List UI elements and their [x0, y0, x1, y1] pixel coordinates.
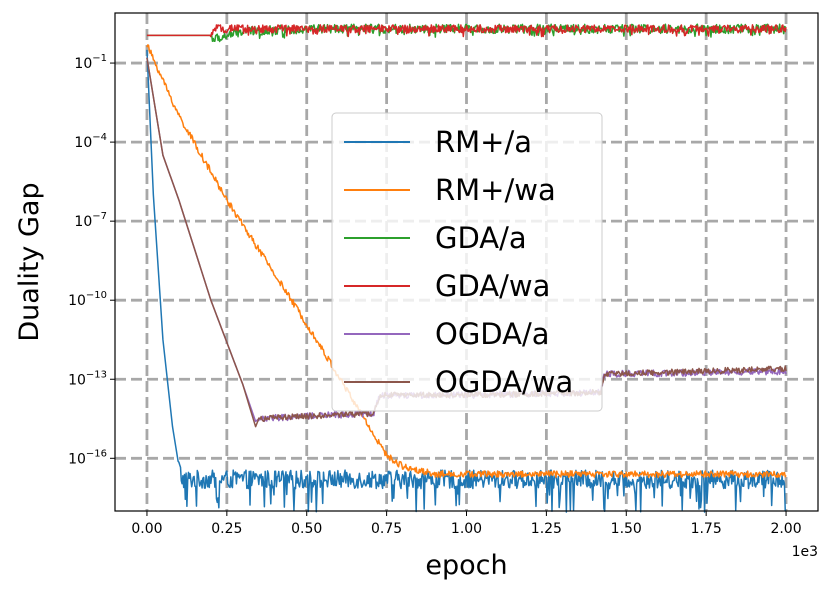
y-tick-label: 10−10: [68, 290, 107, 309]
legend-label: GDA/a: [435, 221, 527, 255]
x-tick-label: 1.00: [451, 521, 482, 537]
y-axis-ticks: 10−1 10−4 10−7 10−10 10−13 10−16: [68, 53, 115, 467]
x-tick-label: 1.25: [531, 521, 562, 537]
x-tick-label: 2.00: [770, 521, 801, 537]
x-tick-label: 0.50: [291, 521, 322, 537]
y-tick-label: 10−7: [74, 211, 107, 230]
y-tick-label: 10−13: [68, 369, 107, 388]
y-tick-label: 10−4: [74, 132, 107, 151]
x-tick-label: 0.75: [371, 521, 402, 537]
x-tick-label: 1.75: [691, 521, 722, 537]
legend-label: OGDA/a: [435, 317, 550, 351]
y-tick-label: 10−1: [74, 53, 107, 72]
legend-label: GDA/wa: [435, 269, 550, 303]
x-tick-label: 1.50: [611, 521, 642, 537]
legend-box: [331, 112, 603, 412]
x-tick-label: 0.00: [131, 521, 162, 537]
y-tick-label: 10−16: [68, 448, 107, 467]
legend-label: RM+/wa: [435, 173, 556, 207]
series-line-GDA/wa: [146, 24, 787, 38]
legend: RM+/a RM+/wa GDA/a GDA/wa OGDA/a OGDA/wa: [331, 112, 603, 412]
x-axis-label: epoch: [425, 550, 507, 581]
x-axis-ticks: 0.00 0.25 0.50 0.75 1.00 1.25 1.50 1.75 2.00: [131, 511, 802, 537]
series-line-RM+/wa: [146, 44, 787, 479]
x-axis-offset-label: 1e3: [792, 544, 818, 560]
x-tick-label: 0.25: [211, 521, 242, 537]
legend-label: OGDA/wa: [435, 365, 573, 399]
legend-label: RM+/a: [435, 125, 532, 159]
y-axis-label: Duality Gap: [14, 182, 45, 341]
